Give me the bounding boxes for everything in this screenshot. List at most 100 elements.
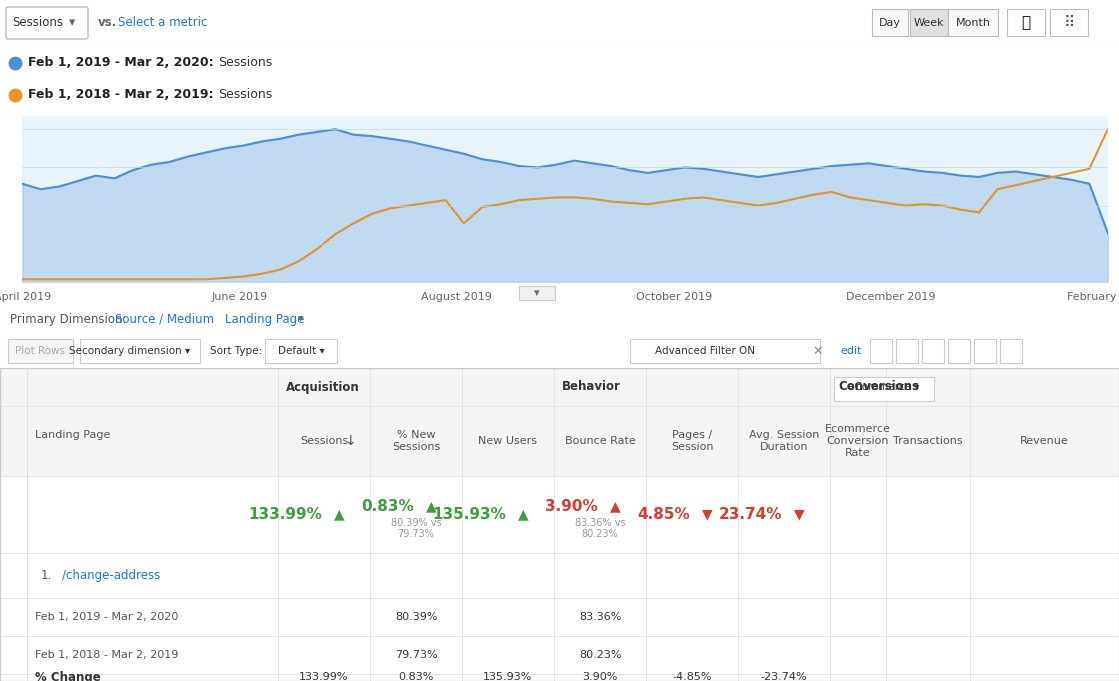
Text: ✕: ✕ bbox=[812, 345, 824, 358]
Bar bbox=[948, 9, 998, 36]
Bar bbox=[830, 598, 886, 636]
Bar bbox=[830, 406, 886, 476]
Text: -4.85%: -4.85% bbox=[673, 673, 712, 681]
Bar bbox=[278, 553, 370, 598]
Text: Bounce Rate: Bounce Rate bbox=[565, 436, 636, 446]
Text: Select a metric: Select a metric bbox=[117, 16, 207, 29]
Bar bbox=[554, 406, 646, 476]
Bar bbox=[27, 368, 278, 406]
Text: ▼: ▼ bbox=[794, 507, 805, 522]
Text: Sort Type:: Sort Type: bbox=[210, 346, 262, 356]
Bar bbox=[886, 598, 970, 636]
Bar bbox=[27, 553, 278, 598]
Text: Secondary dimension ▾: Secondary dimension ▾ bbox=[69, 346, 190, 356]
Bar bbox=[370, 476, 462, 553]
Text: 3.90%: 3.90% bbox=[545, 499, 598, 514]
Bar bbox=[630, 339, 820, 363]
Bar bbox=[0, 636, 27, 674]
Text: 79.73%: 79.73% bbox=[395, 650, 438, 660]
Text: ▾: ▾ bbox=[298, 314, 303, 324]
Bar bbox=[830, 674, 886, 681]
Bar bbox=[554, 598, 646, 636]
Bar bbox=[462, 476, 554, 553]
Bar bbox=[8, 339, 73, 363]
Text: Primary Dimension:: Primary Dimension: bbox=[10, 313, 126, 326]
Bar bbox=[370, 368, 462, 406]
Bar bbox=[27, 674, 278, 681]
Text: 80.23%: 80.23% bbox=[579, 650, 621, 660]
Bar bbox=[462, 598, 554, 636]
Bar bbox=[0, 553, 27, 598]
Text: Pages /
Session: Pages / Session bbox=[670, 430, 713, 452]
Bar bbox=[646, 674, 739, 681]
Text: /change-address: /change-address bbox=[62, 569, 160, 582]
Text: ▲: ▲ bbox=[426, 499, 436, 513]
Bar bbox=[830, 553, 886, 598]
Bar bbox=[554, 368, 646, 406]
Bar bbox=[646, 368, 739, 406]
Text: eCommerce ▾: eCommerce ▾ bbox=[848, 382, 920, 392]
Text: Month: Month bbox=[956, 18, 990, 27]
Text: Revenue: Revenue bbox=[1021, 436, 1069, 446]
Bar bbox=[370, 674, 462, 681]
Bar bbox=[896, 339, 918, 363]
Bar bbox=[970, 406, 1119, 476]
Bar bbox=[278, 476, 370, 553]
Text: ▲: ▲ bbox=[610, 499, 621, 513]
Text: Sessions: Sessions bbox=[300, 436, 348, 446]
Text: 0.83%: 0.83% bbox=[398, 673, 434, 681]
Bar bbox=[1000, 339, 1022, 363]
Bar bbox=[462, 406, 554, 476]
Bar bbox=[554, 636, 646, 674]
Bar bbox=[278, 406, 370, 476]
Text: ↓: ↓ bbox=[345, 434, 356, 448]
Text: 135.93%: 135.93% bbox=[483, 673, 533, 681]
Text: Advanced Filter ON: Advanced Filter ON bbox=[655, 346, 755, 356]
Text: ▲: ▲ bbox=[333, 507, 345, 522]
Text: 0.83%: 0.83% bbox=[361, 499, 414, 514]
Bar bbox=[886, 368, 970, 406]
Bar bbox=[970, 553, 1119, 598]
FancyBboxPatch shape bbox=[519, 286, 555, 300]
Bar bbox=[739, 636, 830, 674]
Bar bbox=[739, 553, 830, 598]
Bar bbox=[0, 598, 27, 636]
Text: Sessions: Sessions bbox=[218, 89, 272, 101]
Bar bbox=[27, 636, 278, 674]
Text: Feb 1, 2019 - Mar 2, 2020: Feb 1, 2019 - Mar 2, 2020 bbox=[35, 612, 178, 622]
Bar bbox=[922, 339, 944, 363]
Text: ▲: ▲ bbox=[518, 507, 528, 522]
Bar bbox=[1050, 9, 1088, 36]
Text: 80.39% vs
79.73%: 80.39% vs 79.73% bbox=[391, 518, 441, 539]
Text: Feb 1, 2019 - Mar 2, 2020:: Feb 1, 2019 - Mar 2, 2020: bbox=[28, 57, 214, 69]
Bar bbox=[0, 476, 27, 553]
Text: 83.36% vs
80.23%: 83.36% vs 80.23% bbox=[575, 518, 626, 539]
Text: edit: edit bbox=[840, 346, 862, 356]
Text: Sessions: Sessions bbox=[12, 16, 64, 29]
Text: ▾: ▾ bbox=[534, 288, 540, 298]
Bar bbox=[554, 476, 646, 553]
Bar bbox=[830, 368, 886, 406]
Bar bbox=[646, 476, 739, 553]
Bar bbox=[278, 636, 370, 674]
Text: 23.74%: 23.74% bbox=[718, 507, 782, 522]
Bar bbox=[910, 9, 948, 36]
Bar bbox=[970, 368, 1119, 406]
Text: % Change: % Change bbox=[35, 671, 101, 681]
Text: 1.: 1. bbox=[40, 569, 51, 582]
Bar bbox=[79, 339, 200, 363]
Bar bbox=[646, 598, 739, 636]
Bar bbox=[462, 553, 554, 598]
Bar bbox=[646, 406, 739, 476]
Bar bbox=[462, 674, 554, 681]
Bar bbox=[830, 636, 886, 674]
Text: 📈: 📈 bbox=[1022, 16, 1031, 31]
Bar bbox=[886, 553, 970, 598]
Bar bbox=[554, 674, 646, 681]
Bar bbox=[27, 598, 278, 636]
Text: Day: Day bbox=[880, 18, 901, 27]
Bar bbox=[970, 636, 1119, 674]
Text: New Users: New Users bbox=[479, 436, 537, 446]
Text: Feb 1, 2018 - Mar 2, 2019: Feb 1, 2018 - Mar 2, 2019 bbox=[35, 650, 178, 660]
Bar bbox=[0, 368, 27, 406]
